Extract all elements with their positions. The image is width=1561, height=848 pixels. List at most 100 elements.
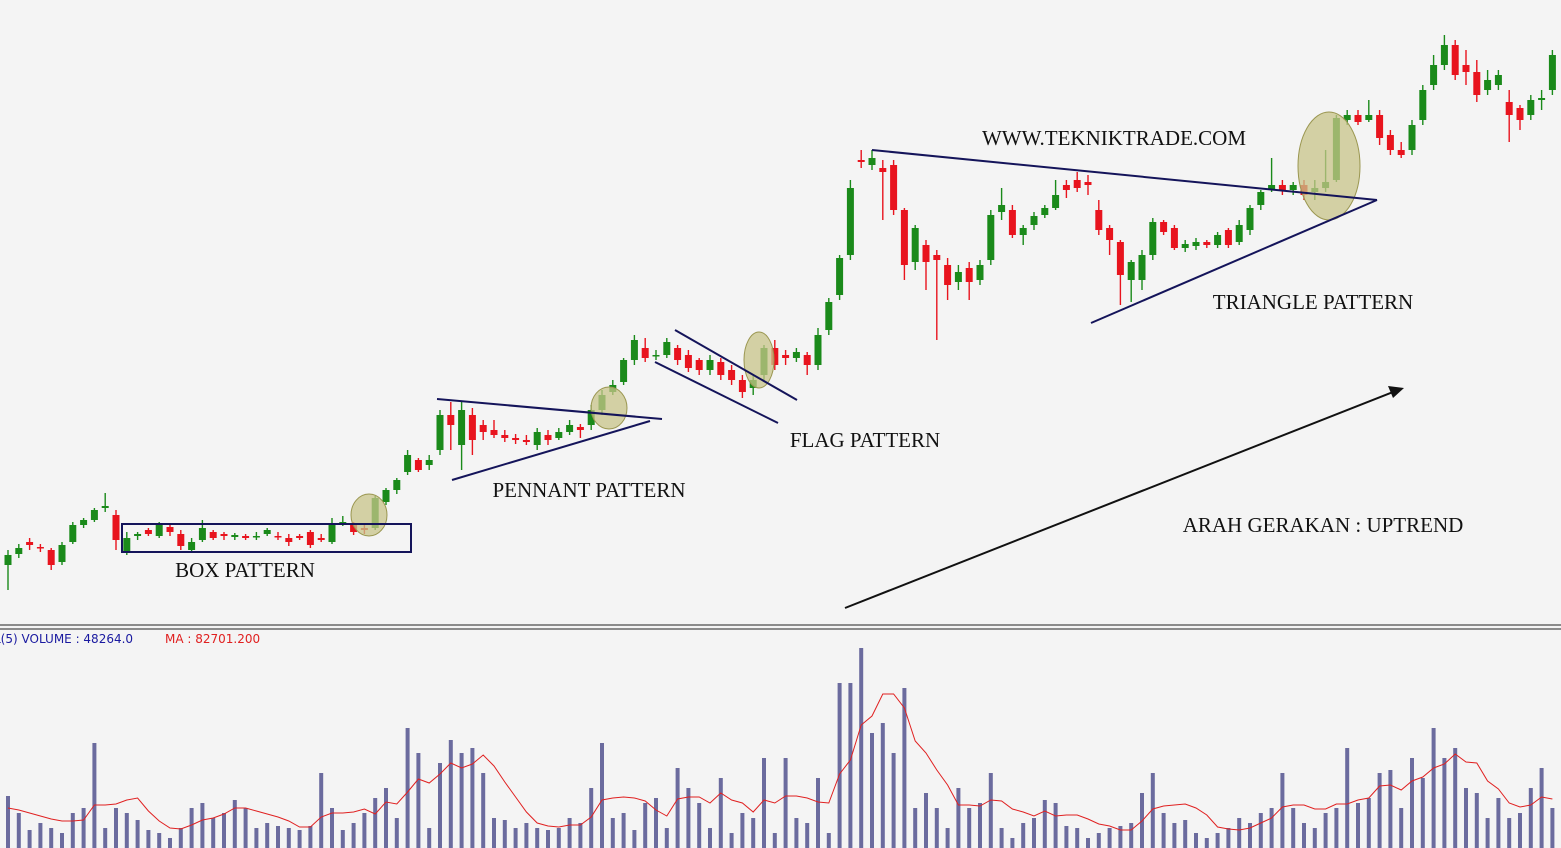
volume-bar: [232, 800, 237, 848]
volume-bar: [448, 740, 453, 848]
volume-bar: [826, 833, 831, 848]
candle-body: [1386, 135, 1394, 150]
volume-bar: [546, 830, 550, 848]
candle-body: [911, 228, 919, 262]
volume-bar: [70, 813, 75, 848]
candle-body: [1052, 195, 1060, 208]
volume-bar: [751, 818, 756, 848]
volume-bar: [1215, 833, 1220, 848]
candle-body: [1170, 228, 1178, 248]
candle-body: [900, 210, 908, 265]
volume-bar: [1410, 758, 1414, 848]
volume-bar: [913, 808, 918, 848]
candle-body: [458, 410, 466, 445]
volume-bar: [956, 788, 961, 848]
candle-body: [544, 435, 552, 440]
volume-bar: [438, 763, 442, 848]
candle-body: [188, 542, 196, 550]
candle-body: [738, 380, 746, 392]
volume-bar: [589, 788, 594, 848]
candle-body: [468, 415, 476, 440]
volume-bar: [740, 813, 745, 848]
flag-line: [654, 361, 779, 424]
volume-bar: [794, 818, 799, 848]
volume-bar: [1366, 798, 1371, 848]
ma-line: [7, 693, 1553, 831]
candle-body: [1451, 45, 1459, 75]
volume-bar: [1150, 773, 1155, 848]
candle-body: [1343, 115, 1351, 120]
arrow-head: [1388, 386, 1404, 398]
volume-bar: [1453, 748, 1458, 848]
volume-bar: [211, 818, 216, 848]
candle-body: [1430, 65, 1438, 85]
candle-body: [15, 548, 23, 554]
volume-bar: [556, 828, 561, 848]
highlight-ellipse: [590, 386, 628, 430]
candle-body: [1138, 255, 1146, 280]
candle-body: [1246, 208, 1254, 230]
volume-bar: [621, 813, 626, 848]
candle-body: [1548, 55, 1556, 90]
candle-body: [846, 188, 854, 255]
candle-body: [965, 268, 973, 282]
candle-body: [782, 355, 790, 358]
annotation: PENNANT PATTERN: [492, 478, 685, 502]
volume-bar: [934, 808, 939, 848]
volume-bar: [978, 803, 982, 848]
candle-body: [587, 410, 595, 425]
pattern-lines: [121, 149, 1378, 553]
candle-body: [1365, 115, 1373, 120]
candle-body: [663, 342, 671, 355]
volume-bar: [114, 808, 118, 848]
candle-body: [177, 534, 185, 546]
volume-bar: [762, 758, 766, 848]
candle-body: [1376, 115, 1384, 138]
candle-body: [706, 360, 714, 370]
candle-body: [792, 352, 800, 358]
volume-bar: [308, 826, 313, 848]
volume-bar: [578, 823, 583, 848]
candle-body: [1095, 210, 1103, 230]
box-pattern: [121, 523, 412, 553]
candle-body: [868, 158, 876, 165]
candle-body: [1494, 75, 1502, 85]
candle-body: [1408, 125, 1416, 150]
candle-body: [879, 168, 887, 172]
volume-bar: [38, 823, 43, 848]
candle-body: [155, 525, 163, 536]
volume-bar: [254, 828, 259, 848]
volume-bar: [1334, 808, 1339, 848]
volume-bar: [60, 833, 64, 848]
candle-body: [274, 536, 282, 538]
candle-body: [976, 265, 984, 280]
volume-bar: [276, 826, 280, 848]
volume-bar: [1204, 838, 1209, 848]
volume-bar: [222, 813, 226, 848]
volume-bar: [1550, 808, 1555, 848]
volume-bar: [848, 683, 853, 848]
candle-body: [533, 432, 541, 445]
candle-body: [728, 370, 736, 380]
candle-body: [306, 532, 314, 545]
candle-body: [144, 530, 152, 534]
candle-body: [501, 435, 509, 438]
volume-bar: [373, 798, 378, 848]
candle-body: [803, 355, 811, 365]
volume-bar: [924, 793, 928, 848]
candle-body: [1440, 45, 1448, 65]
candle-body: [695, 360, 703, 370]
volume-bar: [459, 753, 464, 848]
volume-bar: [1280, 773, 1285, 848]
volume-bar: [632, 830, 637, 848]
volume-bar: [1183, 820, 1188, 848]
volume-bar: [1075, 828, 1080, 848]
volume-bar: [394, 818, 399, 848]
candle-body: [933, 255, 941, 260]
volume-bar: [1431, 728, 1436, 848]
volume-bar: [1356, 803, 1360, 848]
candle-body: [425, 460, 433, 465]
annotation: BOX PATTERN: [175, 558, 315, 582]
candle-body: [522, 440, 530, 442]
